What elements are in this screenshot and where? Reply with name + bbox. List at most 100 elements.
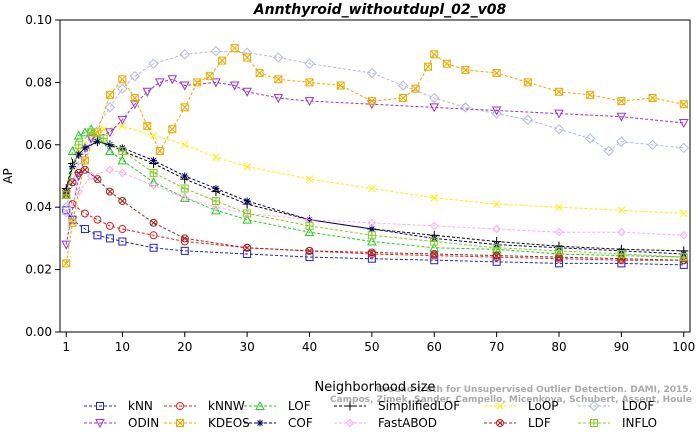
x-tick-label-0: 1 <box>62 340 70 354</box>
point-inflo-13 <box>555 246 564 255</box>
x-tick-label-5: 50 <box>364 340 379 354</box>
point-cof-4 <box>93 138 101 146</box>
point-fastabod-10 <box>367 218 377 228</box>
point-kdeos-23 <box>424 62 433 71</box>
point-ldof-14 <box>429 92 440 104</box>
point-odin-10 <box>211 78 221 88</box>
point-inflo-12 <box>492 243 501 252</box>
point-odin-17 <box>491 106 502 116</box>
point-ldof-10 <box>273 52 284 63</box>
point-kdeos-25 <box>442 59 451 68</box>
point-knn-8 <box>243 250 252 258</box>
point-kdeos-8 <box>155 147 164 156</box>
point-ldf-8 <box>180 234 189 243</box>
legend-label-odin: ODIN <box>128 416 159 430</box>
legend-swatch-marker <box>256 419 264 427</box>
point-fastabod-4 <box>118 168 127 178</box>
point-knnw-5 <box>118 225 127 234</box>
point-fastabod-7 <box>211 202 221 212</box>
point-cof-8 <box>181 172 189 180</box>
point-cof-1 <box>68 163 76 171</box>
legend-label-ldof: LDOF <box>622 399 654 413</box>
point-knn-5 <box>118 237 127 246</box>
point-knnw-6 <box>149 231 158 240</box>
y-tick-label-3: 0.06 <box>25 138 52 152</box>
point-fastabod-5 <box>149 181 158 190</box>
y-tick-label-4: 0.08 <box>25 75 52 89</box>
y-tick-label-1: 0.02 <box>25 263 52 277</box>
x-tick-label-1: 10 <box>115 340 130 354</box>
point-lof-10 <box>211 205 221 215</box>
point-kdeos-6 <box>130 94 139 102</box>
point-ldof-22 <box>647 139 658 151</box>
legend-swatch-marker <box>496 419 504 427</box>
point-odin-13 <box>273 94 284 104</box>
series-line-loop <box>65 125 684 214</box>
legend-item-simplifiedlof: SimplifiedLOF <box>334 399 460 413</box>
point-ldof-19 <box>584 133 596 144</box>
point-knn-10 <box>367 254 376 263</box>
point-fastabod-11 <box>430 221 439 231</box>
point-ldof-13 <box>397 80 409 91</box>
point-kdeos-29 <box>555 87 564 96</box>
point-ldof-18 <box>553 123 565 135</box>
point-kdeos-18 <box>305 78 314 87</box>
point-ldf-11 <box>367 248 376 257</box>
legend-label-lof: LOF <box>288 399 311 413</box>
point-inflo-14 <box>617 250 626 258</box>
credit-line-1: Ground-truth for Unsupervised Outlier De… <box>376 385 692 395</box>
point-ldof-12 <box>366 67 378 79</box>
point-odin-14 <box>304 97 315 107</box>
y-axis-label: AP <box>1 168 15 183</box>
point-ldof-15 <box>460 102 471 113</box>
point-kdeos-2 <box>80 156 89 165</box>
point-ldof-8 <box>210 45 222 57</box>
series-line-ldof <box>65 50 684 208</box>
point-inflo-6 <box>180 184 189 193</box>
point-kdeos-16 <box>255 69 264 78</box>
point-loop-12 <box>492 200 501 208</box>
point-ldof-0 <box>61 201 72 213</box>
legend-label-knnw: kNNW <box>208 399 245 413</box>
legend-item-knn: kNN <box>84 399 153 413</box>
legend-swatch-marker <box>496 402 504 410</box>
point-knn-9 <box>305 253 314 262</box>
point-odin-8 <box>167 75 178 85</box>
point-inflo-1 <box>74 140 83 149</box>
point-fastabod-0 <box>62 209 71 218</box>
point-inflo-5 <box>149 168 158 177</box>
point-inflo-9 <box>305 221 314 230</box>
point-knn-2 <box>80 225 89 234</box>
point-odin-4 <box>117 115 128 125</box>
point-loop-4 <box>118 122 127 130</box>
legend-swatch-marker <box>176 419 184 427</box>
point-ldf-10 <box>305 246 314 255</box>
point-kdeos-20 <box>367 97 376 106</box>
point-lof-12 <box>304 227 315 237</box>
series-line-simplifiedlof <box>65 141 684 252</box>
series-line-inflo <box>65 131 684 258</box>
point-ldf-4 <box>93 175 102 184</box>
point-fastabod-2 <box>86 171 96 181</box>
y-tick-label-0: 0.00 <box>25 325 52 339</box>
point-lof-2 <box>73 130 84 140</box>
point-inflo-7 <box>211 196 220 205</box>
point-kdeos-24 <box>430 50 439 59</box>
point-kdeos-4 <box>105 90 114 99</box>
point-knn-6 <box>149 243 158 252</box>
point-lof-1 <box>67 145 78 156</box>
legend-swatch-marker <box>176 402 184 410</box>
point-kdeos-14 <box>230 44 239 53</box>
point-kdeos-30 <box>586 90 595 99</box>
point-odin-18 <box>554 109 564 119</box>
point-kdeos-12 <box>205 72 214 81</box>
legend-swatch-marker <box>345 418 355 428</box>
point-kdeos-31 <box>617 97 626 106</box>
point-knnw-3 <box>93 215 102 224</box>
point-ldof-23 <box>678 142 689 154</box>
point-kdeos-26 <box>461 65 470 74</box>
plot-frame <box>59 19 691 333</box>
point-lof-15 <box>491 244 502 254</box>
point-knnw-2 <box>80 209 89 218</box>
point-ldf-3 <box>80 165 89 174</box>
